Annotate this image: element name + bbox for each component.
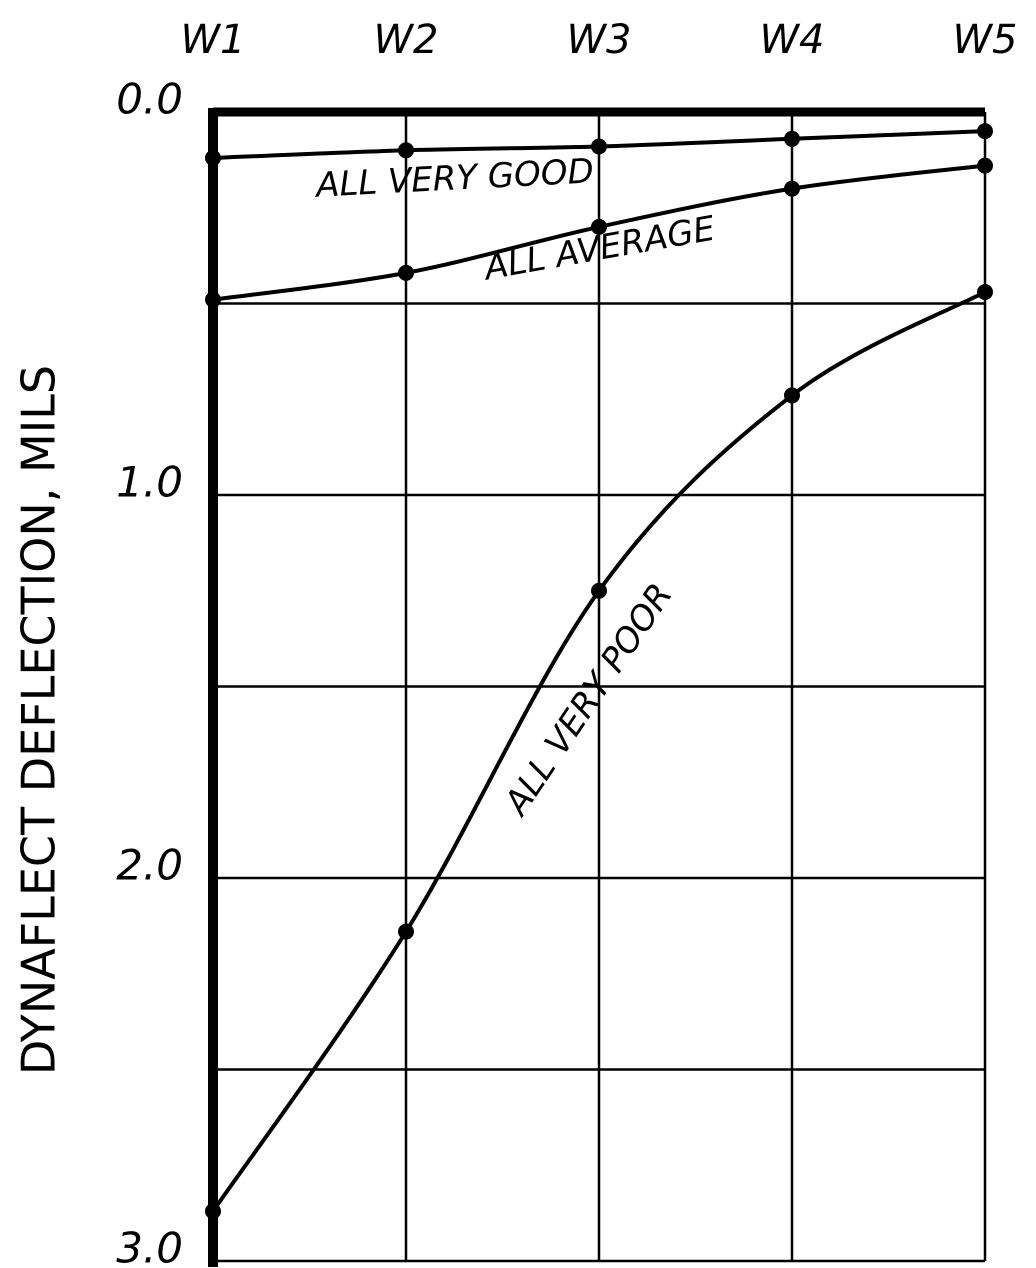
- data-point: [398, 264, 414, 281]
- y-tick-label: 1.0: [116, 458, 183, 507]
- data-point: [977, 284, 993, 301]
- x-tick-label: W4: [760, 17, 825, 63]
- series-label: ALL VERY GOOD: [313, 151, 595, 206]
- x-tick-label: W2: [374, 17, 439, 63]
- data-point: [205, 1203, 221, 1220]
- y-tick-label: 2.0: [116, 841, 183, 890]
- data-point: [398, 142, 414, 159]
- y-tick-label: 0.0: [116, 75, 183, 124]
- data-point: [784, 130, 800, 147]
- data-point: [591, 582, 607, 599]
- y-axis-label: DYNAFLECT DEFLECTION, MILS: [12, 365, 66, 1075]
- series-line: [211, 290, 986, 1213]
- data-point: [977, 123, 993, 140]
- x-tick-label: W3: [567, 17, 632, 63]
- x-tick-label: W5: [953, 17, 1018, 63]
- data-point: [591, 138, 607, 155]
- data-point: [398, 923, 414, 940]
- data-point: [784, 180, 800, 197]
- y-tick-label: 3.0: [116, 1224, 183, 1268]
- data-point: [784, 387, 800, 404]
- data-point: [205, 291, 221, 308]
- data-point: [205, 149, 221, 166]
- data-point: [977, 157, 993, 174]
- data-point: [591, 218, 607, 235]
- series-label: ALL VERY POOR: [496, 576, 681, 823]
- x-tick-label: W1: [181, 17, 246, 63]
